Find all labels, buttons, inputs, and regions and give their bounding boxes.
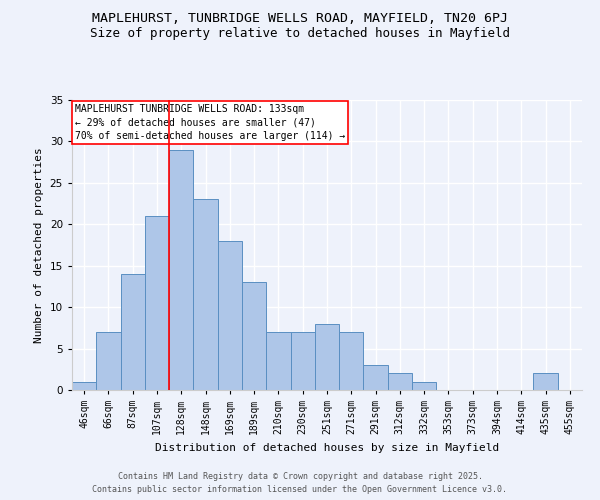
Text: MAPLEHURST TUNBRIDGE WELLS ROAD: 133sqm
← 29% of detached houses are smaller (47: MAPLEHURST TUNBRIDGE WELLS ROAD: 133sqm … [74, 104, 345, 141]
Bar [364, 365, 388, 390]
Bar [290, 332, 315, 390]
X-axis label: Distribution of detached houses by size in Mayfield: Distribution of detached houses by size … [155, 442, 499, 452]
Bar [266, 332, 290, 390]
Text: MAPLEHURST, TUNBRIDGE WELLS ROAD, MAYFIELD, TN20 6PJ: MAPLEHURST, TUNBRIDGE WELLS ROAD, MAYFIE… [92, 12, 508, 26]
Bar [121, 274, 145, 390]
Bar [145, 216, 169, 390]
Bar [242, 282, 266, 390]
Bar [96, 332, 121, 390]
Bar [388, 374, 412, 390]
Bar [339, 332, 364, 390]
Bar [193, 200, 218, 390]
Text: Contains HM Land Registry data © Crown copyright and database right 2025.
Contai: Contains HM Land Registry data © Crown c… [92, 472, 508, 494]
Y-axis label: Number of detached properties: Number of detached properties [34, 147, 44, 343]
Bar [412, 382, 436, 390]
Bar [169, 150, 193, 390]
Text: Size of property relative to detached houses in Mayfield: Size of property relative to detached ho… [90, 28, 510, 40]
Bar [315, 324, 339, 390]
Bar [533, 374, 558, 390]
Bar [218, 241, 242, 390]
Bar [72, 382, 96, 390]
